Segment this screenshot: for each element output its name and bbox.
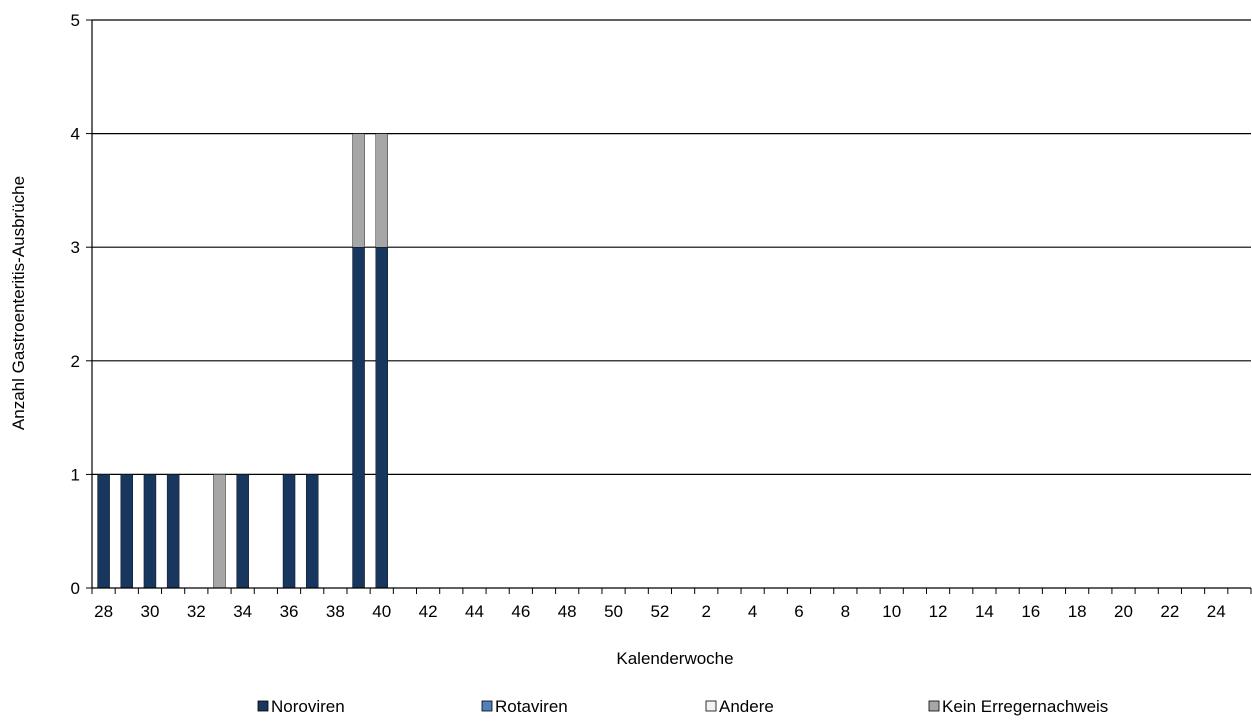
- x-tick-label: 6: [794, 602, 803, 621]
- x-tick-label: 2: [702, 602, 711, 621]
- legend-label-noroviren: Noroviren: [271, 697, 345, 716]
- bar-noroviren: [97, 474, 110, 589]
- y-tick-label: 4: [71, 125, 80, 144]
- x-tick-label: 12: [929, 602, 948, 621]
- y-tick-label: 0: [71, 579, 80, 598]
- x-tick-label: 32: [187, 602, 206, 621]
- y-tick-label: 3: [71, 238, 80, 257]
- y-tick-label: 5: [71, 11, 80, 30]
- x-axis-title: Kalenderwoche: [616, 649, 733, 668]
- x-tick-label: 30: [140, 602, 159, 621]
- legend-label-rotaviren: Rotaviren: [495, 697, 568, 716]
- x-tick-label: 28: [94, 602, 113, 621]
- x-tick-label: 48: [558, 602, 577, 621]
- x-tick-label: 18: [1068, 602, 1087, 621]
- bar-noroviren: [120, 474, 133, 589]
- x-tick-label: 24: [1207, 602, 1226, 621]
- bar-noroviren: [143, 474, 157, 589]
- x-tick-label: 14: [975, 602, 994, 621]
- x-tick-label: 46: [511, 602, 530, 621]
- x-tick-label: 22: [1160, 602, 1179, 621]
- bar-noroviren: [305, 474, 319, 589]
- x-tick-label: 42: [419, 602, 438, 621]
- legend-label-kein-erregernachweis: Kein Erregernachweis: [942, 697, 1108, 716]
- legend-swatch-rotaviren: [481, 700, 493, 712]
- y-tick-label: 1: [71, 465, 80, 484]
- bar-noroviren: [236, 474, 249, 589]
- legend: Noroviren Rotaviren Andere Kein Erregernach…: [257, 697, 1108, 716]
- y-axis-title: Anzahl Gastroenteritis-Ausbrüche: [9, 176, 28, 430]
- legend-label-andere: Andere: [719, 697, 774, 716]
- legend-swatch-noroviren: [257, 700, 269, 712]
- x-tick-label: 52: [650, 602, 669, 621]
- x-tick-label: 36: [280, 602, 299, 621]
- bar-kein-erregernachweis: [213, 474, 226, 589]
- bar-noroviren: [352, 246, 365, 589]
- x-tick-label: 44: [465, 602, 484, 621]
- legend-swatch-andere: [705, 700, 717, 712]
- x-tick-label: 34: [233, 602, 252, 621]
- x-tick-label: 40: [372, 602, 391, 621]
- bar-kein-erregernachweis: [352, 133, 365, 248]
- bar-noroviren: [375, 246, 388, 589]
- x-tick-label: 38: [326, 602, 345, 621]
- x-tick-label: 4: [748, 602, 757, 621]
- x-tick-label: 50: [604, 602, 623, 621]
- x-tick-label: 8: [841, 602, 850, 621]
- x-tick-label: 20: [1114, 602, 1133, 621]
- gridlines: [92, 19, 1251, 475]
- y-tick-label: 2: [71, 352, 80, 371]
- axes: [86, 19, 1252, 594]
- x-tick-label: 16: [1021, 602, 1040, 621]
- bar-kein-erregernachweis: [375, 133, 388, 248]
- bar-noroviren: [282, 474, 296, 589]
- bars: [97, 133, 388, 589]
- bar-noroviren: [166, 474, 180, 589]
- legend-swatch-kein-erregernachweis: [928, 700, 940, 712]
- x-tick-label: 10: [882, 602, 901, 621]
